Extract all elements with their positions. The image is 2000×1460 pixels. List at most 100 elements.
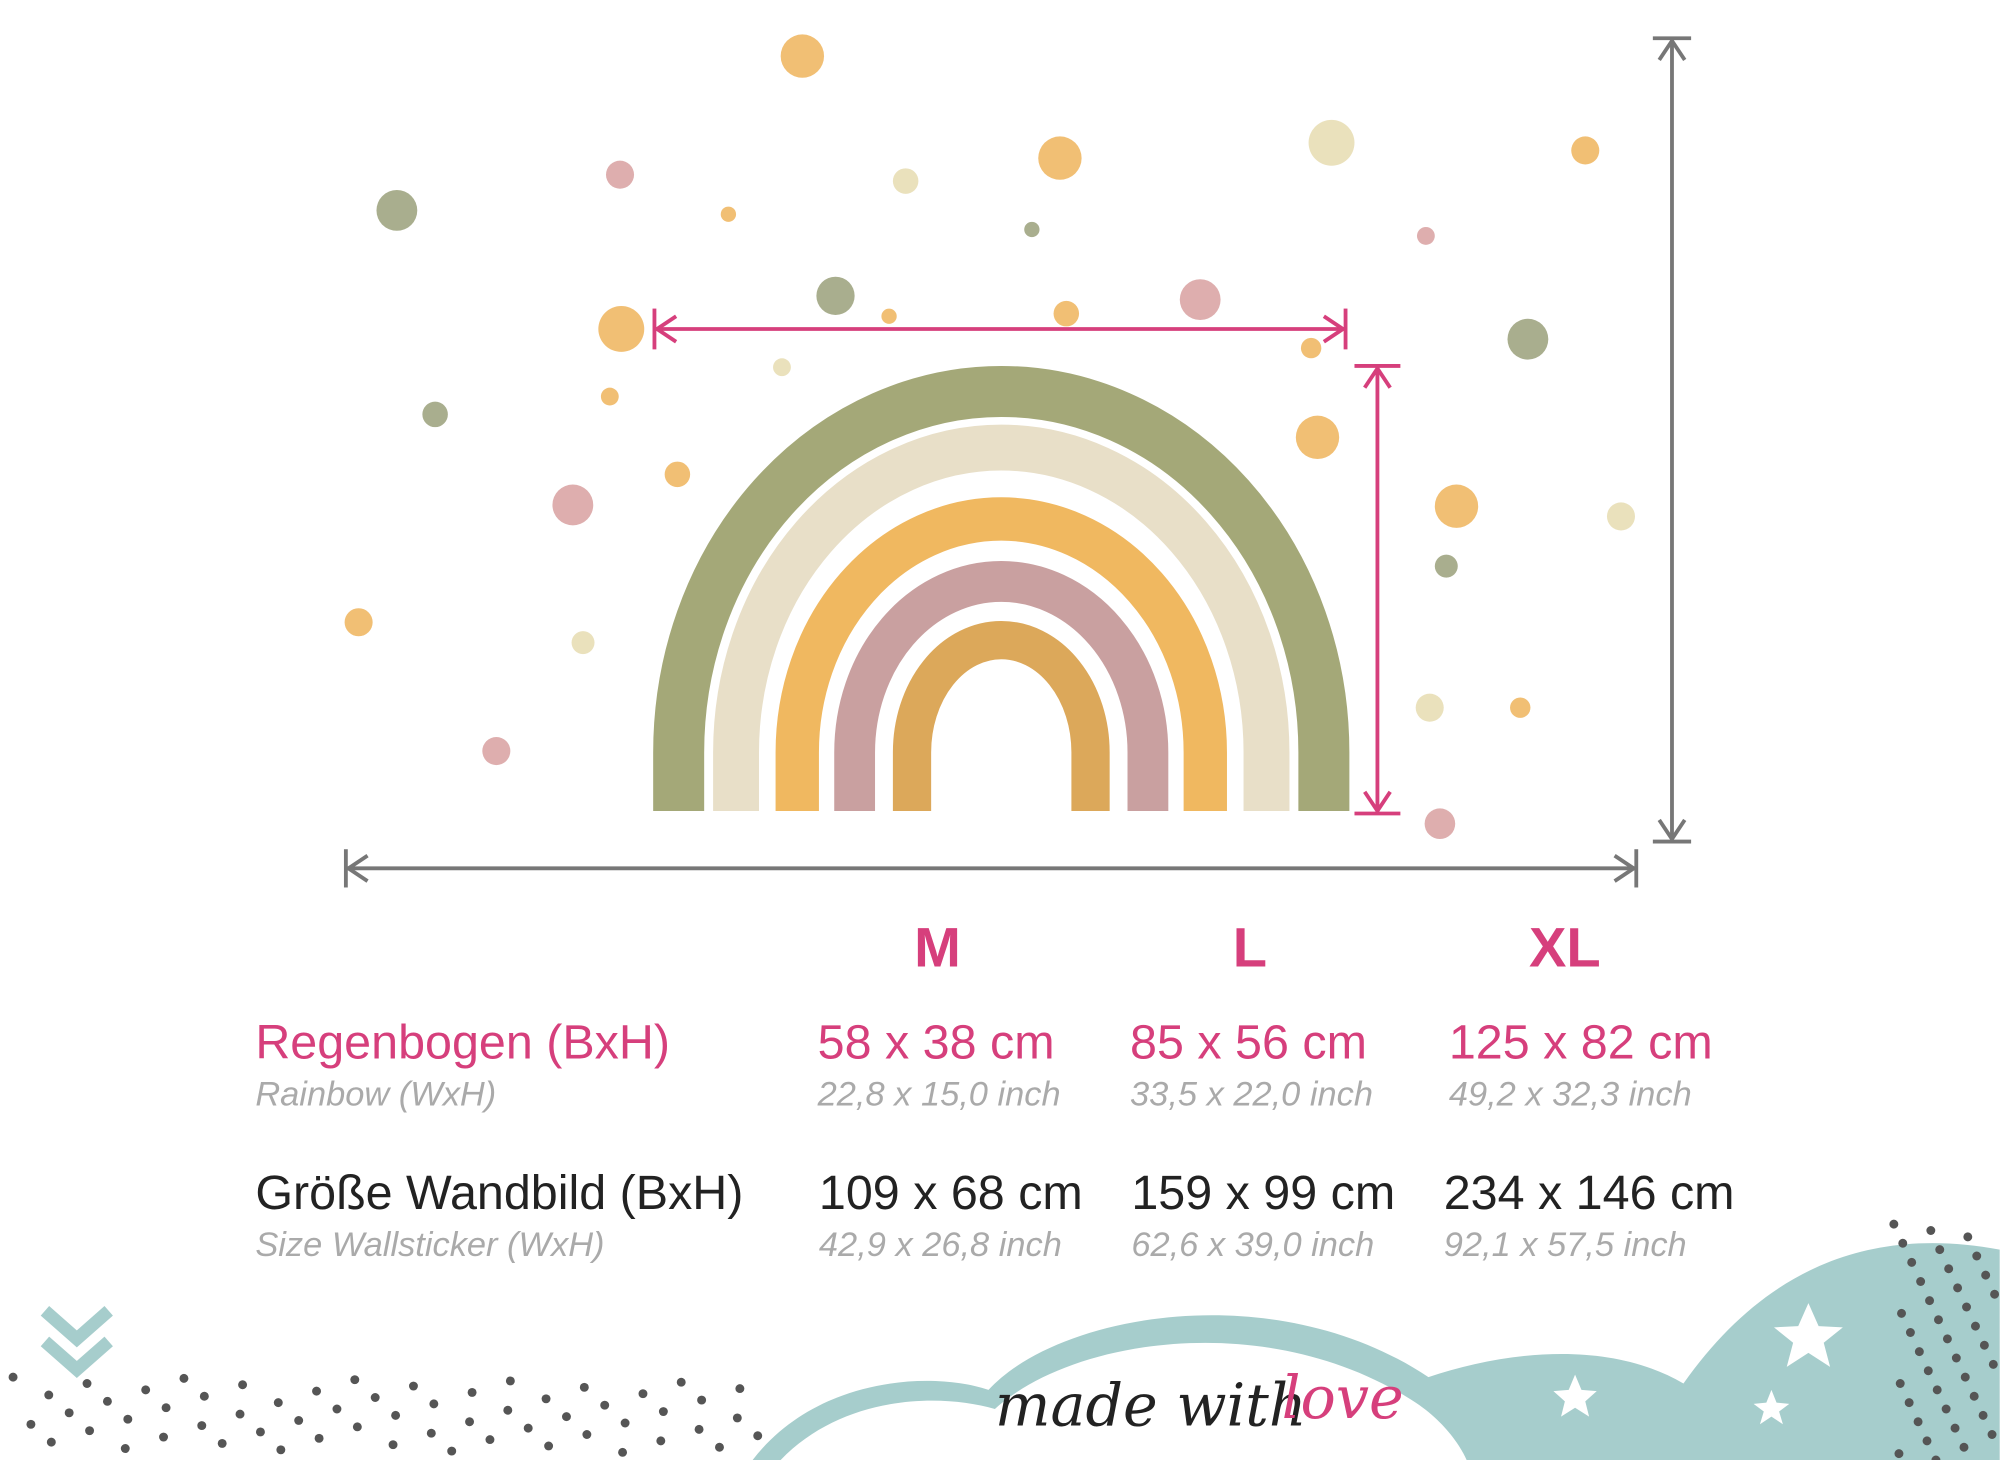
- speck: [1959, 1442, 1969, 1452]
- speck: [658, 1407, 668, 1417]
- speck: [1941, 1404, 1951, 1414]
- row-label: Größe Wandbild (BxH): [255, 1166, 743, 1220]
- speck: [1934, 1315, 1943, 1325]
- speck: [1889, 1219, 1899, 1229]
- speck: [1972, 1251, 1982, 1261]
- speck: [314, 1433, 324, 1443]
- speck: [541, 1394, 551, 1404]
- dot: [1300, 337, 1322, 359]
- speck: [312, 1386, 322, 1396]
- dot: [598, 306, 645, 352]
- speck: [1942, 1334, 1952, 1344]
- speck: [161, 1403, 171, 1413]
- dot: [1179, 279, 1221, 321]
- speck: [1960, 1372, 1970, 1382]
- dot: [1434, 554, 1458, 578]
- size-inch: 62,6 x 39,0 inch: [1131, 1226, 1374, 1264]
- speck: [408, 1381, 418, 1391]
- rainbow: [653, 365, 1350, 811]
- dot: [1415, 693, 1444, 722]
- size-cm: 85 x 56 cm: [1130, 1015, 1367, 1069]
- speck: [44, 1390, 54, 1400]
- size-inch: 49,2 x 32,3 inch: [1449, 1076, 1692, 1114]
- speck: [85, 1426, 95, 1436]
- row-sublabel: Rainbow (WxH): [255, 1076, 496, 1114]
- speck: [732, 1413, 742, 1423]
- speck: [638, 1389, 648, 1399]
- speck: [273, 1398, 283, 1408]
- speck: [1894, 1449, 1904, 1459]
- speck: [1931, 1455, 1941, 1460]
- wall-dimensions: [343, 36, 1692, 888]
- speck: [26, 1419, 36, 1429]
- speck: [1979, 1340, 1989, 1350]
- row-label: Regenbogen (BxH): [255, 1015, 670, 1069]
- dot: [816, 276, 855, 315]
- dot: [1024, 221, 1040, 238]
- speck: [1895, 1379, 1905, 1388]
- dot: [1416, 226, 1435, 245]
- confetti-dots: [344, 34, 1636, 840]
- speck: [1926, 1226, 1936, 1235]
- size-inch: 22,8 x 15,0 inch: [817, 1076, 1061, 1114]
- speck: [1990, 1289, 2000, 1299]
- speck: [467, 1387, 477, 1397]
- speck: [1951, 1353, 1961, 1363]
- dot: [552, 484, 594, 526]
- speck: [255, 1427, 265, 1437]
- dot: [376, 189, 418, 231]
- dot: [1434, 484, 1479, 528]
- speck: [120, 1444, 130, 1453]
- dot: [344, 608, 373, 637]
- speck: [235, 1409, 245, 1419]
- size-header: M: [914, 916, 961, 979]
- dot: [664, 461, 691, 488]
- speck: [391, 1410, 401, 1420]
- speck: [1914, 1347, 1924, 1357]
- speck: [179, 1373, 189, 1383]
- speck: [332, 1404, 342, 1414]
- speck: [1905, 1328, 1915, 1337]
- speck: [429, 1399, 439, 1409]
- speck: [1932, 1385, 1942, 1395]
- speck: [1963, 1232, 1973, 1242]
- size-header: XL: [1529, 916, 1601, 979]
- speck: [141, 1385, 151, 1395]
- speck: [1944, 1264, 1954, 1274]
- size-header: L: [1233, 916, 1267, 979]
- dot: [773, 358, 791, 377]
- speck: [735, 1384, 745, 1394]
- footer-text: made with: [995, 1372, 1307, 1440]
- speck: [199, 1391, 209, 1401]
- dot: [780, 34, 825, 78]
- speck: [82, 1379, 92, 1388]
- dot: [1053, 300, 1080, 327]
- rainbow-dimensions: [652, 308, 1401, 816]
- speck: [1897, 1308, 1906, 1318]
- speck: [523, 1423, 533, 1433]
- speck: [465, 1417, 475, 1427]
- rainbow-band: [892, 621, 1110, 811]
- speck: [620, 1418, 630, 1428]
- dot: [1038, 136, 1082, 180]
- footer-highlight: love: [1282, 1364, 1404, 1432]
- speck: [197, 1421, 207, 1431]
- speck: [1925, 1296, 1935, 1306]
- dot: [1510, 697, 1531, 718]
- speck: [656, 1436, 666, 1446]
- speck: [505, 1376, 515, 1386]
- speck: [503, 1405, 513, 1415]
- dot: [422, 401, 448, 428]
- speck: [1981, 1270, 1991, 1280]
- dot: [1295, 415, 1340, 460]
- speck: [562, 1412, 571, 1422]
- dot: [1308, 119, 1355, 166]
- speck: [618, 1447, 628, 1457]
- dot: [1424, 808, 1456, 840]
- speck: [600, 1400, 610, 1410]
- speck: [294, 1416, 304, 1425]
- dot: [1606, 502, 1636, 531]
- size-cm: 125 x 82 cm: [1449, 1015, 1713, 1069]
- speck: [1935, 1245, 1945, 1255]
- speck: [544, 1441, 554, 1451]
